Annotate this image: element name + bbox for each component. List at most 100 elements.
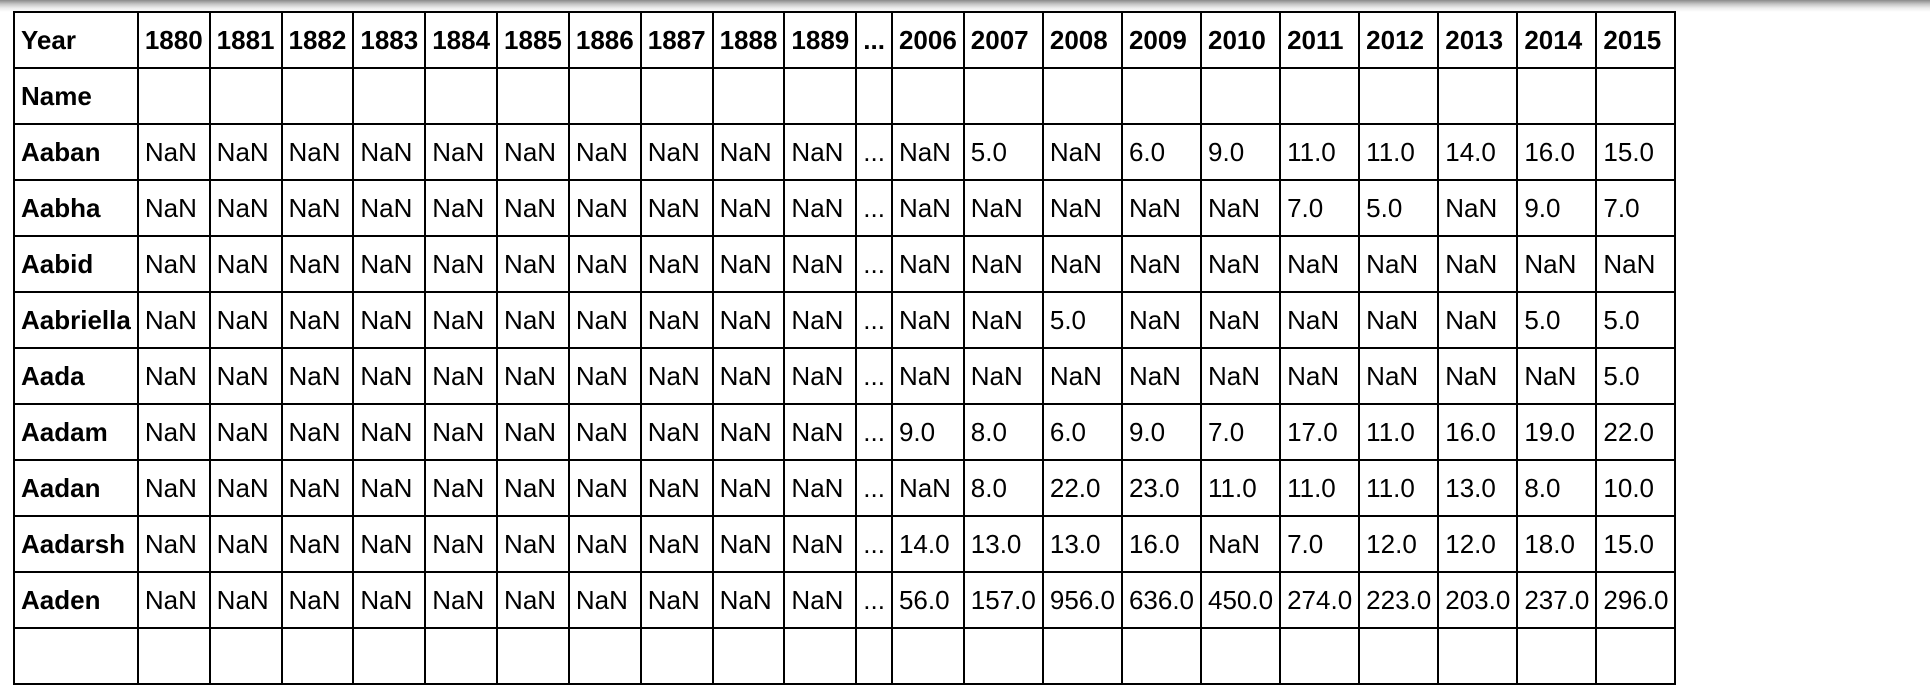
table-cell: NaN xyxy=(352,571,427,629)
table-cell: 13.0 xyxy=(1041,515,1123,573)
table-cell: ... xyxy=(855,347,893,405)
table-cell: 5.0 xyxy=(962,123,1044,181)
table-cell: 274.0 xyxy=(1279,571,1361,629)
table-cell: NaN xyxy=(962,347,1044,405)
table-cell xyxy=(280,627,355,685)
table-row: Aabriella NaN NaN NaN NaN NaN NaN NaN NaN NaN NaN.… xyxy=(13,291,1677,349)
table-cell: NaN xyxy=(711,179,786,237)
table-cell: 6.0 xyxy=(1120,123,1203,181)
table-cell: NaN xyxy=(783,515,858,573)
table-cell: 16.0 xyxy=(1516,123,1598,181)
table-cell: 11.0 xyxy=(1200,459,1282,517)
table-cell: NaN xyxy=(711,515,786,573)
table-cell: NaN xyxy=(424,235,499,293)
table-cell: 223.0 xyxy=(1358,571,1440,629)
table-cell: NaN xyxy=(208,179,283,237)
table-cell xyxy=(890,627,965,685)
table-cell: NaN xyxy=(496,571,570,629)
table-cell xyxy=(855,627,893,685)
table-cell: 22.0 xyxy=(1041,459,1123,517)
table-cell: NaN xyxy=(208,347,283,405)
table-cell: NaN xyxy=(639,515,714,573)
table-cell: 12.0 xyxy=(1358,515,1440,573)
table-cell: NaN xyxy=(783,123,858,181)
table-cell: ... xyxy=(855,459,893,517)
table-row: Aabid NaN NaN NaN NaN NaN NaN NaN NaN NaN NaN... Na… xyxy=(13,235,1677,293)
table-cell: NaN xyxy=(567,403,642,461)
index-header-empty-cell xyxy=(136,67,211,125)
table-cell: NaN xyxy=(639,571,714,629)
column-header-1884: 1884 xyxy=(424,11,499,69)
table-cell: 9.0 xyxy=(890,403,965,461)
table-cell: NaN xyxy=(424,179,499,237)
table-cell: NaN xyxy=(1041,179,1123,237)
row-label: Aabid xyxy=(13,235,139,293)
table-cell: NaN xyxy=(280,123,355,181)
table-cell: 11.0 xyxy=(1358,123,1440,181)
table-cell xyxy=(783,627,858,685)
table-cell: 11.0 xyxy=(1358,459,1440,517)
table-cell: NaN xyxy=(1200,235,1282,293)
row-label: Aada xyxy=(13,347,139,405)
table-cell: ... xyxy=(855,403,893,461)
table-cell: 9.0 xyxy=(1120,403,1203,461)
table-cell: NaN xyxy=(890,179,965,237)
columns-axis-label: Year xyxy=(13,11,139,69)
table-cell: NaN xyxy=(280,235,355,293)
table-cell: NaN xyxy=(639,347,714,405)
table-cell: NaN xyxy=(424,571,499,629)
table-cell: 16.0 xyxy=(1120,515,1203,573)
table-cell: NaN xyxy=(496,515,570,573)
table-cell: 9.0 xyxy=(1200,123,1282,181)
table-cell xyxy=(424,627,499,685)
index-header-empty-cell xyxy=(962,67,1044,125)
table-cell: NaN xyxy=(783,291,858,349)
table-cell xyxy=(1041,627,1123,685)
table-cell: NaN xyxy=(280,571,355,629)
table-cell: NaN xyxy=(783,179,858,237)
table-cell: NaN xyxy=(1120,347,1203,405)
table-cell: NaN xyxy=(711,347,786,405)
table-cell: NaN xyxy=(1120,179,1203,237)
table-cell: NaN xyxy=(711,123,786,181)
table-cell: ... xyxy=(855,291,893,349)
column-header-1889: 1889 xyxy=(783,11,858,69)
table-cell: ... xyxy=(855,571,893,629)
table-cell xyxy=(639,627,714,685)
table-cell: NaN xyxy=(136,291,211,349)
column-header-2012: 2012 xyxy=(1358,11,1440,69)
table-cell: NaN xyxy=(1279,347,1361,405)
table-cell: NaN xyxy=(1516,347,1598,405)
table-cell xyxy=(352,627,427,685)
table-cell: NaN xyxy=(890,123,965,181)
table-cell: 19.0 xyxy=(1516,403,1598,461)
table-cell: 23.0 xyxy=(1120,459,1203,517)
table-cell: NaN xyxy=(567,515,642,573)
table-cell: ... xyxy=(855,179,893,237)
table-cell xyxy=(962,627,1044,685)
table-cell: NaN xyxy=(496,459,570,517)
table-cell: NaN xyxy=(352,123,427,181)
table-cell: NaN xyxy=(890,459,965,517)
table-row: Aaden NaN NaN NaN NaN NaN NaN NaN NaN NaN NaN... 56… xyxy=(13,571,1677,629)
table-cell: NaN xyxy=(352,291,427,349)
table-cell: NaN xyxy=(352,235,427,293)
table-cell xyxy=(1358,627,1440,685)
table-cell: 5.0 xyxy=(1595,347,1677,405)
column-header-1880: 1880 xyxy=(136,11,211,69)
table-cell: 12.0 xyxy=(1437,515,1519,573)
table-cell: 6.0 xyxy=(1041,403,1123,461)
index-header-empty-cell xyxy=(711,67,786,125)
dataframe-table: Year 1880 1881 1882 1883 1884 1885 1886 1887 188… xyxy=(13,11,1677,685)
table-cell: NaN xyxy=(962,235,1044,293)
table-cell: NaN xyxy=(208,515,283,573)
table-cell: 5.0 xyxy=(1516,291,1598,349)
column-header-2015: 2015 xyxy=(1595,11,1677,69)
table-cell: 16.0 xyxy=(1437,403,1519,461)
table-cell: NaN xyxy=(1437,179,1519,237)
table-cell: NaN xyxy=(208,235,283,293)
table-cell: NaN xyxy=(280,347,355,405)
table-cell: 18.0 xyxy=(1516,515,1598,573)
table-row: Aaban NaN NaN NaN NaN NaN NaN NaN NaN NaN NaN... Na… xyxy=(13,123,1677,181)
table-cell: NaN xyxy=(567,235,642,293)
